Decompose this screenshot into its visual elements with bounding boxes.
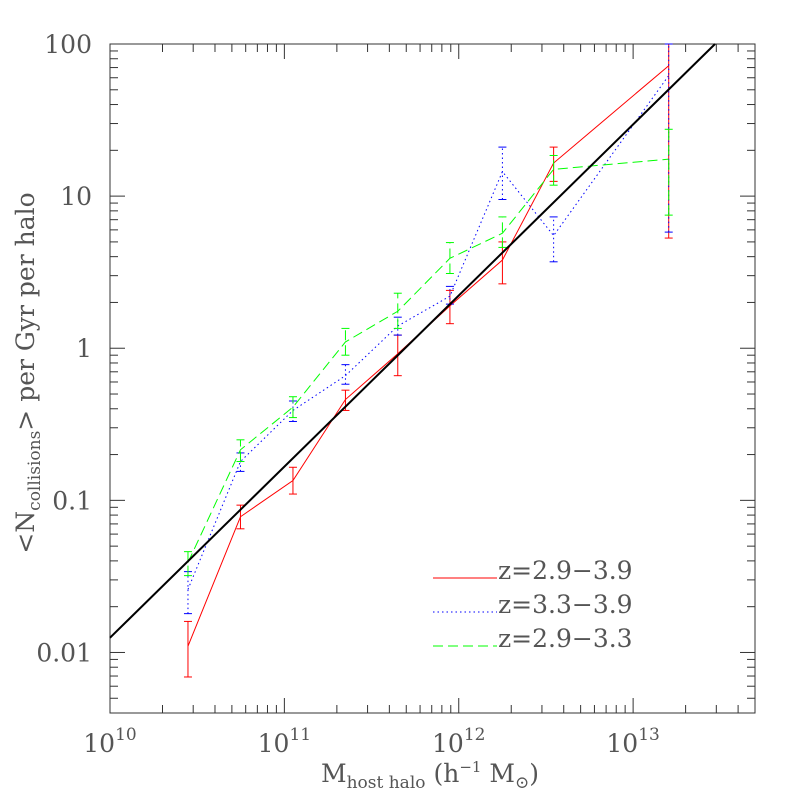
- x-tick-label: 1012: [432, 725, 485, 758]
- series-line: [187, 75, 670, 590]
- series-line: [187, 158, 669, 563]
- x-tick-label: 1013: [606, 725, 659, 758]
- y-axis-label: <Ncollisions> per Gyr per halo: [11, 192, 45, 553]
- x-axis-label: Mhost halo (h−1 M⊙): [321, 758, 539, 793]
- legend: z=2.9−3.9 z=3.3−3.9 z=2.9−3.3: [433, 556, 633, 653]
- series-2: [183, 43, 673, 615]
- y-tick-label: 100: [44, 30, 92, 59]
- plot-frame: [109, 43, 756, 714]
- y-tick-label: 10: [60, 182, 92, 211]
- axis-ticks: [109, 43, 756, 714]
- y-tick-label: 0.01: [36, 638, 92, 667]
- tick-labels: 1010 1011 1012 1013 0.01 0.1 1 10 100: [36, 30, 660, 758]
- series-3: [183, 128, 673, 577]
- series-layer: [109, 43, 716, 678]
- legend-label: z=2.9−3.9: [498, 556, 633, 585]
- y-tick-label: 0.1: [52, 486, 92, 515]
- fit-line: [109, 43, 716, 639]
- y-tick-label: 1: [76, 334, 92, 363]
- legend-label: z=3.3−3.9: [498, 590, 633, 619]
- x-tick-label: 1011: [258, 725, 311, 758]
- legend-label: z=2.9−3.3: [498, 624, 633, 653]
- fit-line-path: [109, 43, 716, 639]
- x-tick-label: 1010: [83, 725, 136, 758]
